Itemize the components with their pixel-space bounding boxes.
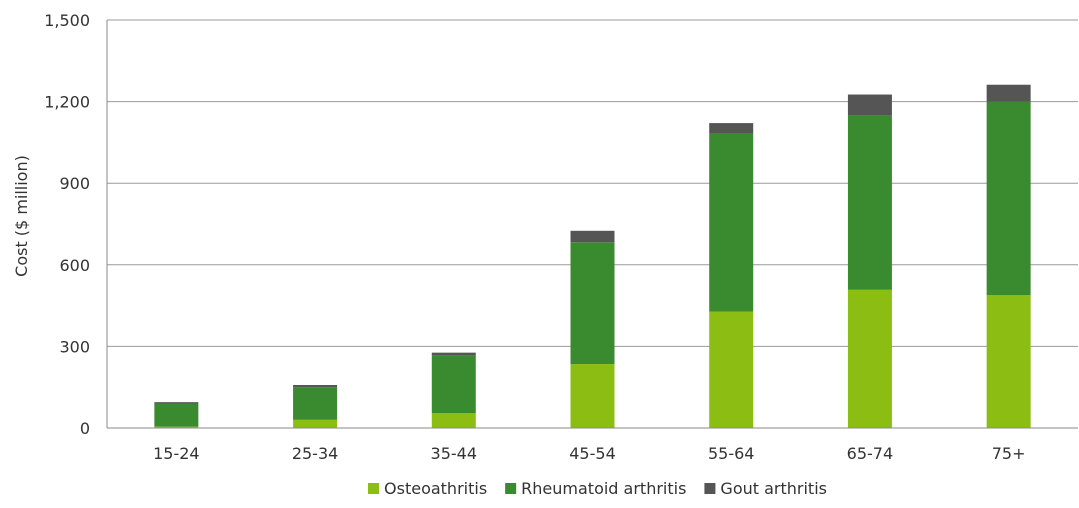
y-tick-label: 300 <box>59 337 90 356</box>
legend-swatch <box>505 483 517 494</box>
bar-osteoathritis-55-64 <box>709 311 754 428</box>
legend-label: Gout arthritis <box>720 479 827 498</box>
bar-rheumatoid-arthritis-35-44 <box>431 355 476 414</box>
y-tick-label: 1,200 <box>44 93 90 112</box>
y-axis-title: Cost ($ million) <box>12 155 31 277</box>
y-tick-label: 0 <box>80 419 90 438</box>
legend-swatch <box>368 483 380 494</box>
y-tick-labels: 0 300 600 900 1,200 1,500 <box>44 11 90 438</box>
bar-gout-arthritis-15-24 <box>154 402 199 404</box>
legend-item: Osteoathritis <box>368 479 487 498</box>
y-tick-label: 1,500 <box>44 11 90 30</box>
x-tick-label: 75+ <box>992 444 1026 463</box>
bar-rheumatoid-arthritis-75+ <box>986 101 1031 296</box>
legend: Osteoathritis Rheumatoid arthritis Gout ar… <box>368 479 827 498</box>
legend-swatch <box>704 483 716 494</box>
bar-rheumatoid-arthritis-65-74 <box>847 115 892 290</box>
bar-gout-arthritis-35-44 <box>431 352 476 356</box>
legend-label: Rheumatoid arthritis <box>521 479 686 498</box>
x-tick-label: 35-44 <box>431 444 478 463</box>
bar-osteoathritis-15-24 <box>154 426 199 428</box>
bar-osteoathritis-45-54 <box>570 364 615 428</box>
bar-osteoathritis-35-44 <box>431 413 476 428</box>
bars <box>154 84 1031 428</box>
x-tick-label: 45-54 <box>569 444 616 463</box>
legend-label: Osteoathritis <box>384 479 487 498</box>
bar-gout-arthritis-65-74 <box>847 94 892 116</box>
bar-rheumatoid-arthritis-55-64 <box>709 133 754 312</box>
axes <box>106 20 1078 429</box>
bar-rheumatoid-arthritis-45-54 <box>570 242 615 365</box>
bar-osteoathritis-75+ <box>986 295 1031 428</box>
bar-rheumatoid-arthritis-15-24 <box>154 403 199 427</box>
x-tick-labels: 15-24 25-34 35-44 45-54 55-64 65-74 75+ <box>153 444 1025 463</box>
x-tick-label: 15-24 <box>153 444 200 463</box>
x-tick-label: 55-64 <box>708 444 755 463</box>
bar-gout-arthritis-55-64 <box>709 123 754 134</box>
bar-gout-arthritis-45-54 <box>570 230 615 243</box>
legend-item: Rheumatoid arthritis <box>505 479 686 498</box>
x-tick-label: 65-74 <box>847 444 894 463</box>
y-tick-label: 900 <box>59 174 90 193</box>
bar-osteoathritis-25-34 <box>293 419 338 428</box>
bar-rheumatoid-arthritis-25-34 <box>293 387 338 420</box>
gridlines <box>107 19 1078 347</box>
bar-gout-arthritis-75+ <box>986 84 1031 102</box>
x-tick-label: 25-34 <box>292 444 339 463</box>
bar-osteoathritis-65-74 <box>847 289 892 428</box>
bar-gout-arthritis-25-34 <box>293 385 338 388</box>
legend-item: Gout arthritis <box>704 479 827 498</box>
y-tick-label: 600 <box>59 256 90 275</box>
